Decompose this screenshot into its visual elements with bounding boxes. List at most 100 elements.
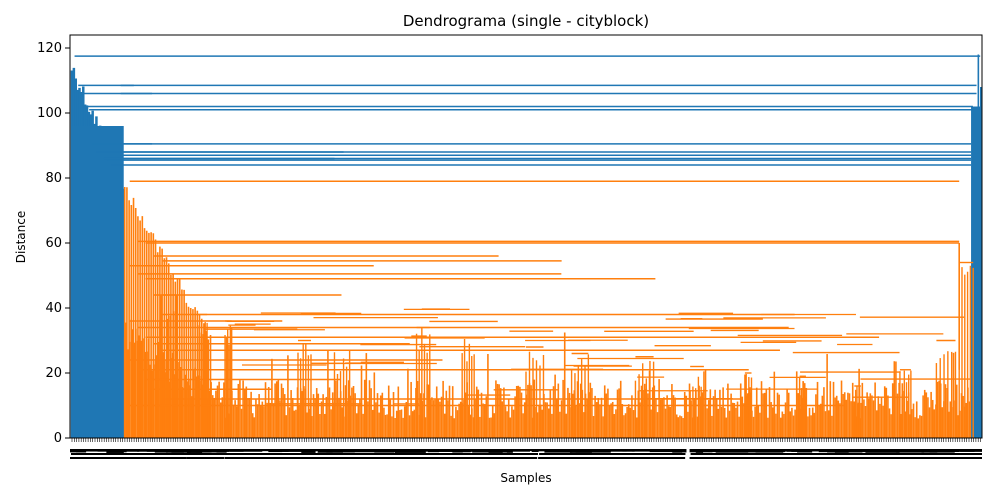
x-tick-label [177, 449, 187, 452]
x-tick-label [274, 449, 308, 452]
x-tick-label [268, 457, 280, 459]
x-tick-label [76, 453, 86, 455]
x-tick-label [740, 457, 750, 459]
x-tick-label [154, 449, 168, 453]
x-tick-label [845, 453, 850, 455]
x-tick-label [336, 457, 352, 459]
x-tick-label [797, 457, 810, 459]
x-tick-label [897, 453, 924, 455]
dendrogram-link [971, 106, 982, 438]
x-tick-label [586, 453, 594, 455]
x-tick-label [695, 457, 702, 459]
x-tick-label [947, 453, 959, 455]
x-tick-label [297, 453, 306, 455]
x-tick-label [453, 453, 462, 455]
x-tick-label [252, 457, 266, 459]
x-tick-label [349, 449, 364, 452]
x-tick-label [655, 453, 664, 455]
x-tick-label [641, 457, 655, 459]
x-tick-label [900, 449, 910, 453]
x-tick-label [154, 457, 165, 459]
x-tick-label [844, 457, 850, 459]
x-tick-label [155, 453, 167, 455]
x-tick-label [969, 457, 982, 459]
x-tick-label [75, 449, 87, 453]
x-tick-label [161, 457, 169, 459]
y-tick-label: 60 [45, 236, 62, 251]
x-tick-label [695, 449, 704, 453]
x-tick-label [391, 453, 399, 455]
x-tick-label [326, 457, 332, 459]
x-tick-label [390, 449, 400, 452]
y-axis: 0 20 40 60 80 100 120 [37, 41, 70, 446]
y-tick-label: 20 [45, 366, 62, 381]
x-tick-label [502, 457, 525, 459]
x-tick-label [274, 457, 302, 459]
chart-title: Dendrograma (single - cityblock) [403, 12, 649, 30]
x-tick-label [452, 457, 461, 459]
x-tick-label [282, 449, 289, 452]
x-tick-label [834, 449, 849, 453]
x-tick-label [327, 453, 332, 455]
x-tick-label [243, 457, 257, 459]
x-tick-label [901, 453, 909, 455]
x-tick-label [326, 449, 333, 453]
x-tick-label [269, 453, 282, 455]
x-tick-label [592, 457, 607, 459]
x-tick-label [921, 457, 935, 459]
x-tick-label [452, 449, 463, 453]
y-tick-label: 80 [45, 171, 62, 186]
x-tick-label [462, 453, 470, 455]
x-tick-label [749, 457, 761, 459]
x-tick-label [244, 453, 259, 455]
x-tick-label [797, 449, 813, 453]
x-tick-label [411, 453, 425, 455]
x-tick-label [495, 453, 500, 455]
x-tick-label [531, 457, 538, 459]
x-tick-label [178, 453, 186, 455]
x-tick-label [427, 449, 440, 453]
x-tick-label [216, 457, 225, 459]
x-tick-label [750, 453, 762, 455]
x-tick-label [834, 457, 846, 459]
x-tick-label [672, 449, 683, 453]
x-tick-label [522, 457, 536, 459]
x-tick-label [631, 457, 650, 459]
x-tick-label [118, 457, 125, 459]
x-tick-label [680, 453, 686, 455]
x-tick-label [212, 457, 220, 459]
x-tick-label [835, 453, 848, 455]
x-tick-label [186, 457, 200, 459]
x-tick-label [875, 453, 886, 455]
x-tick-label [147, 453, 163, 455]
x-tick-label [282, 457, 288, 459]
x-tick-label [119, 453, 126, 455]
x-tick-label [349, 457, 361, 459]
x-tick-label [70, 457, 82, 459]
x-tick-label [118, 449, 127, 453]
x-tick-label [428, 453, 439, 455]
y-tick-label: 120 [37, 41, 62, 56]
x-tick-label [243, 449, 260, 452]
x-tick-label [187, 453, 202, 455]
plot-area [70, 54, 982, 438]
x-tick-label [916, 457, 926, 459]
x-axis [70, 438, 982, 459]
x-tick-label [488, 457, 500, 459]
x-tick-label [946, 449, 960, 452]
x-tick-label [177, 457, 185, 459]
x-tick-label [302, 453, 315, 455]
x-tick-label [494, 457, 500, 459]
x-tick-label [162, 453, 170, 455]
x-tick-label [900, 457, 908, 459]
x-tick-label [798, 453, 812, 455]
x-tick-label [296, 457, 305, 459]
x-tick-label [161, 449, 171, 452]
x-tick-label [672, 457, 681, 459]
x-tick-label [494, 449, 501, 452]
x-tick-label [507, 453, 512, 455]
x-tick-label [970, 453, 982, 455]
x-tick-label [740, 449, 752, 452]
x-tick-label [358, 449, 378, 452]
